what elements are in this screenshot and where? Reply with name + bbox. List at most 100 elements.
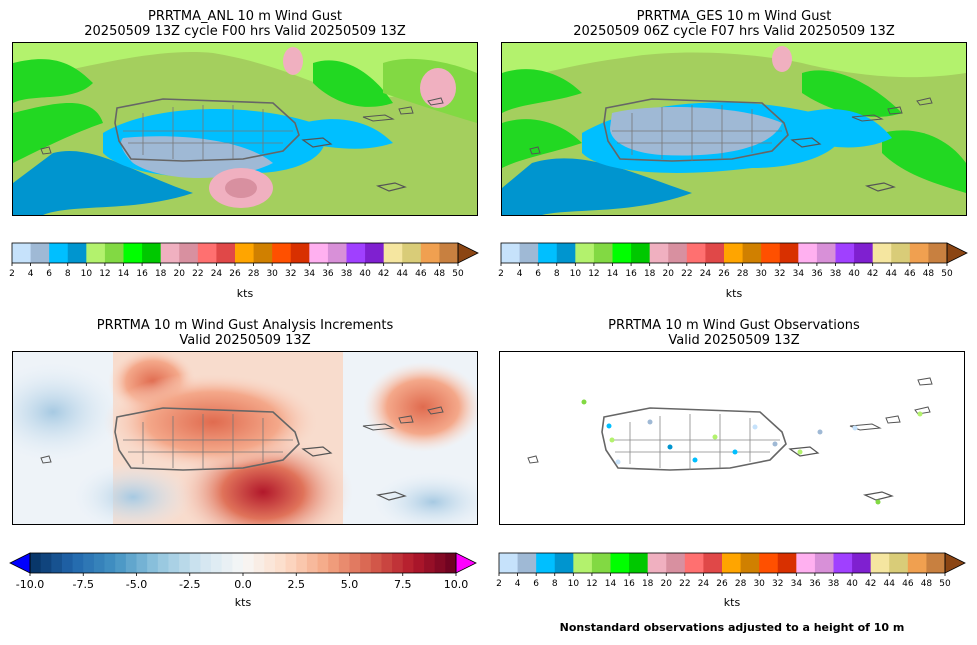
colorbar-segment xyxy=(30,553,42,573)
colorbar-tick-label: 0.0 xyxy=(234,578,252,591)
colorbar-tick-label: 50 xyxy=(939,579,951,589)
colorbar-segment xyxy=(67,243,87,263)
colorbar-segment xyxy=(814,553,834,573)
colorbar-segment xyxy=(104,243,124,263)
colorbar-segment xyxy=(179,243,199,263)
colorbar-extend-max xyxy=(457,242,479,264)
colorbar-segment xyxy=(402,243,422,263)
colorbar-tick-label: 18 xyxy=(155,269,167,279)
colorbar-segment xyxy=(365,243,385,263)
colorbar-segment xyxy=(684,553,704,573)
colorbar-segment xyxy=(216,243,236,263)
colorbar-segment xyxy=(290,243,310,263)
colorbar-segment xyxy=(61,553,73,573)
colorbar-segment xyxy=(740,553,760,573)
colorbar-tick-label: 30 xyxy=(266,269,278,279)
colorbar-tick-label: 36 xyxy=(811,269,823,279)
obs-colorbar: 2 4 6 8 10 12 14 16 18 20 22 24 26 28 30 32 34 36 38 40 42 44… xyxy=(496,552,966,589)
colorbar-tick-label: 10 xyxy=(81,269,93,279)
anl-colorbar: 2 4 6 8 10 12 14 16 18 20 22 24 26 28 30 32 34 36 38 40 42 44… xyxy=(9,242,479,279)
colorbar-tick-label: 34 xyxy=(793,269,805,279)
colorbar-segment xyxy=(115,553,127,573)
anl-title-line1: PRRTMA_ANL 10 m Wind Gust xyxy=(148,9,342,24)
colorbar-tick-label: 20 xyxy=(661,579,673,589)
colorbar-segment xyxy=(142,243,162,263)
inc-title: PRRTMA 10 m Wind Gust Analysis Increment… xyxy=(10,318,480,348)
colorbar-tick-label: 4 xyxy=(517,269,523,279)
ges-colorbar: 2 4 6 8 10 12 14 16 18 20 22 24 26 28 30 32 34 36 38 40 42 44… xyxy=(498,242,968,279)
colorbar-tick-label: 48 xyxy=(434,269,446,279)
colorbar-tick-label: 2 xyxy=(496,579,502,589)
obs-title: PRRTMA 10 m Wind Gust Observations Valid… xyxy=(499,318,969,348)
colorbar-tick-label: 42 xyxy=(867,269,878,279)
colorbar-segment xyxy=(30,243,50,263)
colorbar-segment xyxy=(317,553,329,573)
colorbar-segment xyxy=(306,553,318,573)
obs-colorbar-units: kts xyxy=(723,596,741,609)
colorbar-tick-label: 2 xyxy=(9,269,15,279)
colorbar-segment xyxy=(575,243,595,263)
colorbar-segment xyxy=(872,243,892,263)
colorbar-tick-label: 7.5 xyxy=(394,578,412,591)
colorbar-segment xyxy=(816,243,836,263)
colorbar-extend-max xyxy=(944,552,966,574)
colorbar-tick-label: 5.0 xyxy=(341,578,359,591)
colorbar-segment xyxy=(157,553,169,573)
colorbar-segment xyxy=(439,243,459,263)
colorbar-segment xyxy=(168,553,180,573)
colorbar-segment xyxy=(649,243,669,263)
colorbar-tick-label: 46 xyxy=(415,269,427,279)
obs-title-line2: Valid 20250509 13Z xyxy=(668,333,800,348)
colorbar-segment xyxy=(593,243,613,263)
colorbar-tick-label: 24 xyxy=(211,269,223,279)
colorbar-tick-label: 26 xyxy=(718,269,730,279)
colorbar-tick-label: 44 xyxy=(397,269,409,279)
colorbar-tick-label: 6 xyxy=(535,269,541,279)
colorbar-segment xyxy=(274,553,286,573)
colorbar-tick-label: 34 xyxy=(791,579,803,589)
colorbar-tick-label: 6 xyxy=(46,269,52,279)
colorbar-segment xyxy=(360,553,372,573)
colorbar-tick-label: 18 xyxy=(642,579,654,589)
inc-colorbar-units: kts xyxy=(234,596,252,609)
obs-colorbar-svg: 2 4 6 8 10 12 14 16 18 20 22 24 26 28 30 32 34 36 38 40 42 44… xyxy=(496,552,966,589)
ges-map xyxy=(501,42,967,216)
colorbar-segment xyxy=(538,243,558,263)
colorbar-segment xyxy=(909,243,929,263)
colorbar-segment xyxy=(327,243,347,263)
colorbar-segment xyxy=(72,553,84,573)
anl-map-canvas xyxy=(13,43,477,215)
colorbar-segment xyxy=(413,553,425,573)
inc-map xyxy=(12,351,478,525)
colorbar-segment xyxy=(610,553,630,573)
colorbar-tick-label: 40 xyxy=(359,269,371,279)
colorbar-tick-label: 20 xyxy=(663,269,675,279)
colorbar-segment xyxy=(235,243,255,263)
colorbar-segment xyxy=(272,243,292,263)
colorbar-tick-label: 22 xyxy=(679,579,690,589)
colorbar-segment xyxy=(907,553,927,573)
colorbar-segment xyxy=(798,243,818,263)
inc-colorbar-svg: -10.0 -7.5 -5.0 -2.5 0.0 2.5 5.0 7.5 10.0 xyxy=(9,552,477,591)
colorbar-segment xyxy=(346,243,366,263)
obs-title-line1: PRRTMA 10 m Wind Gust Observations xyxy=(608,318,860,333)
colorbar-segment xyxy=(666,553,686,573)
colorbar-segment xyxy=(591,553,611,573)
colorbar-tick-label: 38 xyxy=(828,579,840,589)
colorbar-tick-label: 24 xyxy=(698,579,710,589)
colorbar-segment xyxy=(253,553,265,573)
colorbar-tick-label: 32 xyxy=(285,269,296,279)
colorbar-segment xyxy=(49,243,69,263)
colorbar-tick-label: 28 xyxy=(737,269,749,279)
colorbar-segment xyxy=(536,553,556,573)
colorbar-segment xyxy=(742,243,762,263)
colorbar-tick-label: 38 xyxy=(830,269,842,279)
colorbar-segment xyxy=(86,243,106,263)
colorbar-tick-label: 2.5 xyxy=(288,578,306,591)
colorbar-segment xyxy=(328,553,340,573)
colorbar-segment xyxy=(40,553,52,573)
colorbar-tick-label: 36 xyxy=(809,579,821,589)
colorbar-segment xyxy=(835,243,855,263)
obs-station-markers xyxy=(581,399,923,505)
colorbar-segment xyxy=(499,553,519,573)
